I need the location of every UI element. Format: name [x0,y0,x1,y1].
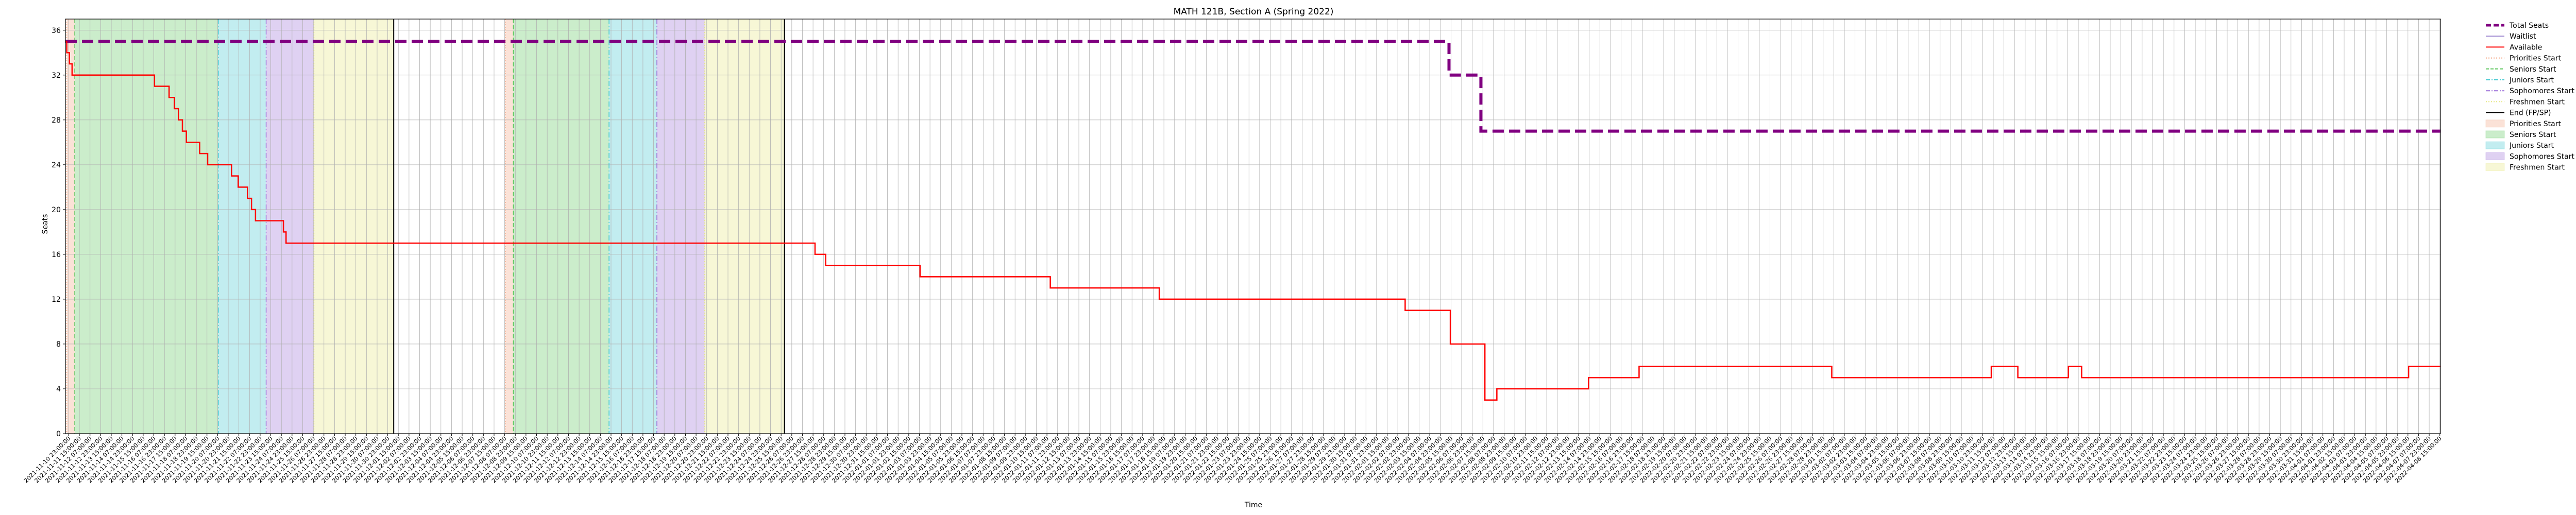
phase-lines [66,19,785,434]
legend-swatch [2485,152,2505,160]
priorities-phase-band [505,19,514,434]
y-tick-label: 28 [52,116,61,125]
gridlines [65,19,2441,434]
phase-shading [66,19,785,434]
y-tick-labels: 0 4 8 12 16 20 24 28 32 36 [52,27,65,438]
y-tick-label: 36 [52,27,61,35]
legend-swatch [2485,163,2505,171]
legend-item: Seniors Start [2486,65,2556,74]
legend-label: Juniors Start [2509,142,2554,150]
legend-label: Seniors Start [2510,65,2556,74]
y-tick-label: 20 [52,206,61,214]
legend-label: Sophomores Start [2510,152,2574,161]
legend-label: Freshmen Start [2510,98,2565,106]
legend-swatch [2485,141,2505,149]
y-tick-label: 16 [52,251,61,259]
legend-label: Available [2510,43,2542,52]
priorities-phase-band [66,19,75,434]
legend-swatch [2485,119,2505,128]
legend-item: Freshmen Start [2486,98,2565,106]
legend-item: Priorities Start [2485,119,2562,128]
y-tick-label: 12 [52,296,61,304]
legend-item: Freshmen Start [2485,163,2565,172]
seniors-phase-band [75,19,218,434]
legend-label: Sophomores Start [2510,87,2574,95]
legend-item: Sophomores Start [2485,152,2574,161]
legend-label: Seniors Start [2510,131,2556,139]
legend-label: Priorities Start [2510,120,2562,128]
y-tick-label: 0 [56,430,61,438]
total-series-line [65,40,2441,133]
legend-label: Priorities Start [2510,55,2562,63]
legend-item: Waitlist [2486,32,2536,41]
legend-item: Available [2486,43,2542,52]
legend-label: End (FP/SP) [2510,109,2551,117]
y-tick-label: 4 [56,385,61,393]
series-lines [65,40,2441,401]
available-series-line [65,41,2441,401]
y-tick-label: 24 [52,161,61,169]
seniors-phase-band [513,19,609,434]
legend-item: Juniors Start [2485,141,2554,150]
legend-item: Total Seats [2486,22,2549,30]
legend-item: End (FP/SP) [2486,109,2551,117]
legend-item: Priorities Start [2486,55,2562,63]
legend-label: Total Seats [2509,22,2549,30]
legend-label: Waitlist [2510,32,2536,41]
y-axis-label: Seats [41,214,49,234]
freshmen-phase-band [704,19,785,434]
juniors-phase-band [218,19,266,434]
chart-title: MATH 121B, Section A (Spring 2022) [1174,7,1334,17]
sophomores-phase-band [656,19,705,434]
y-tick-label: 8 [56,340,61,349]
x-axis-label: Time [1244,501,1262,509]
legend-label: Freshmen Start [2510,164,2565,172]
legend-item: Juniors Start [2486,76,2554,84]
legend: Total Seats Waitlist Available Priorities S… [2485,22,2574,172]
legend-swatch [2485,130,2505,139]
freshmen-phase-band [314,19,394,434]
sophomores-phase-band [266,19,314,434]
legend-label: Juniors Start [2509,76,2554,84]
plot-frame [65,19,2441,434]
juniors-phase-band [609,19,657,434]
y-tick-label: 32 [52,72,61,80]
legend-item: Seniors Start [2485,130,2556,139]
legend-item: Sophomores Start [2486,87,2574,95]
axes [65,19,2441,434]
